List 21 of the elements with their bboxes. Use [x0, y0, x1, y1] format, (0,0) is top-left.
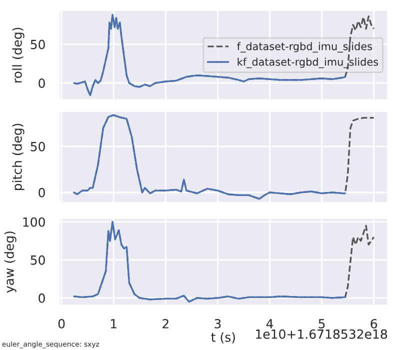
- y-tick-label: 50: [30, 255, 45, 265]
- y-axis-title: pitch (deg): [12, 124, 24, 190]
- y-tick-label: 100: [23, 217, 45, 227]
- legend-label: kf_dataset-rgbd_imu_slides: [238, 58, 378, 68]
- x-tick-label: 5: [318, 319, 325, 328]
- x-axis-title: t (s): [211, 332, 235, 344]
- x-tick-label: 1: [110, 319, 116, 328]
- legend-label: f_dataset-rgbd_imu_slides: [237, 42, 372, 53]
- y-axis-title: roll (deg): [12, 28, 24, 82]
- x-tick-label: 4: [266, 319, 274, 328]
- text: 1e10+1.6718532e18: [256, 329, 388, 339]
- y-tick-label: 50: [30, 142, 45, 152]
- y-tick-label: 0: [38, 78, 45, 88]
- x-tick-label: 6: [370, 318, 378, 328]
- x-tick-label: 0: [58, 318, 65, 328]
- x-tick-label: 3: [214, 318, 221, 328]
- y-tick-label: 0: [38, 293, 45, 303]
- y-tick-label: 0: [38, 188, 45, 198]
- y-tick-label: 50: [30, 40, 45, 50]
- y-axis-title: yaw (deg): [4, 232, 16, 293]
- x-tick-label: 2: [162, 318, 168, 328]
